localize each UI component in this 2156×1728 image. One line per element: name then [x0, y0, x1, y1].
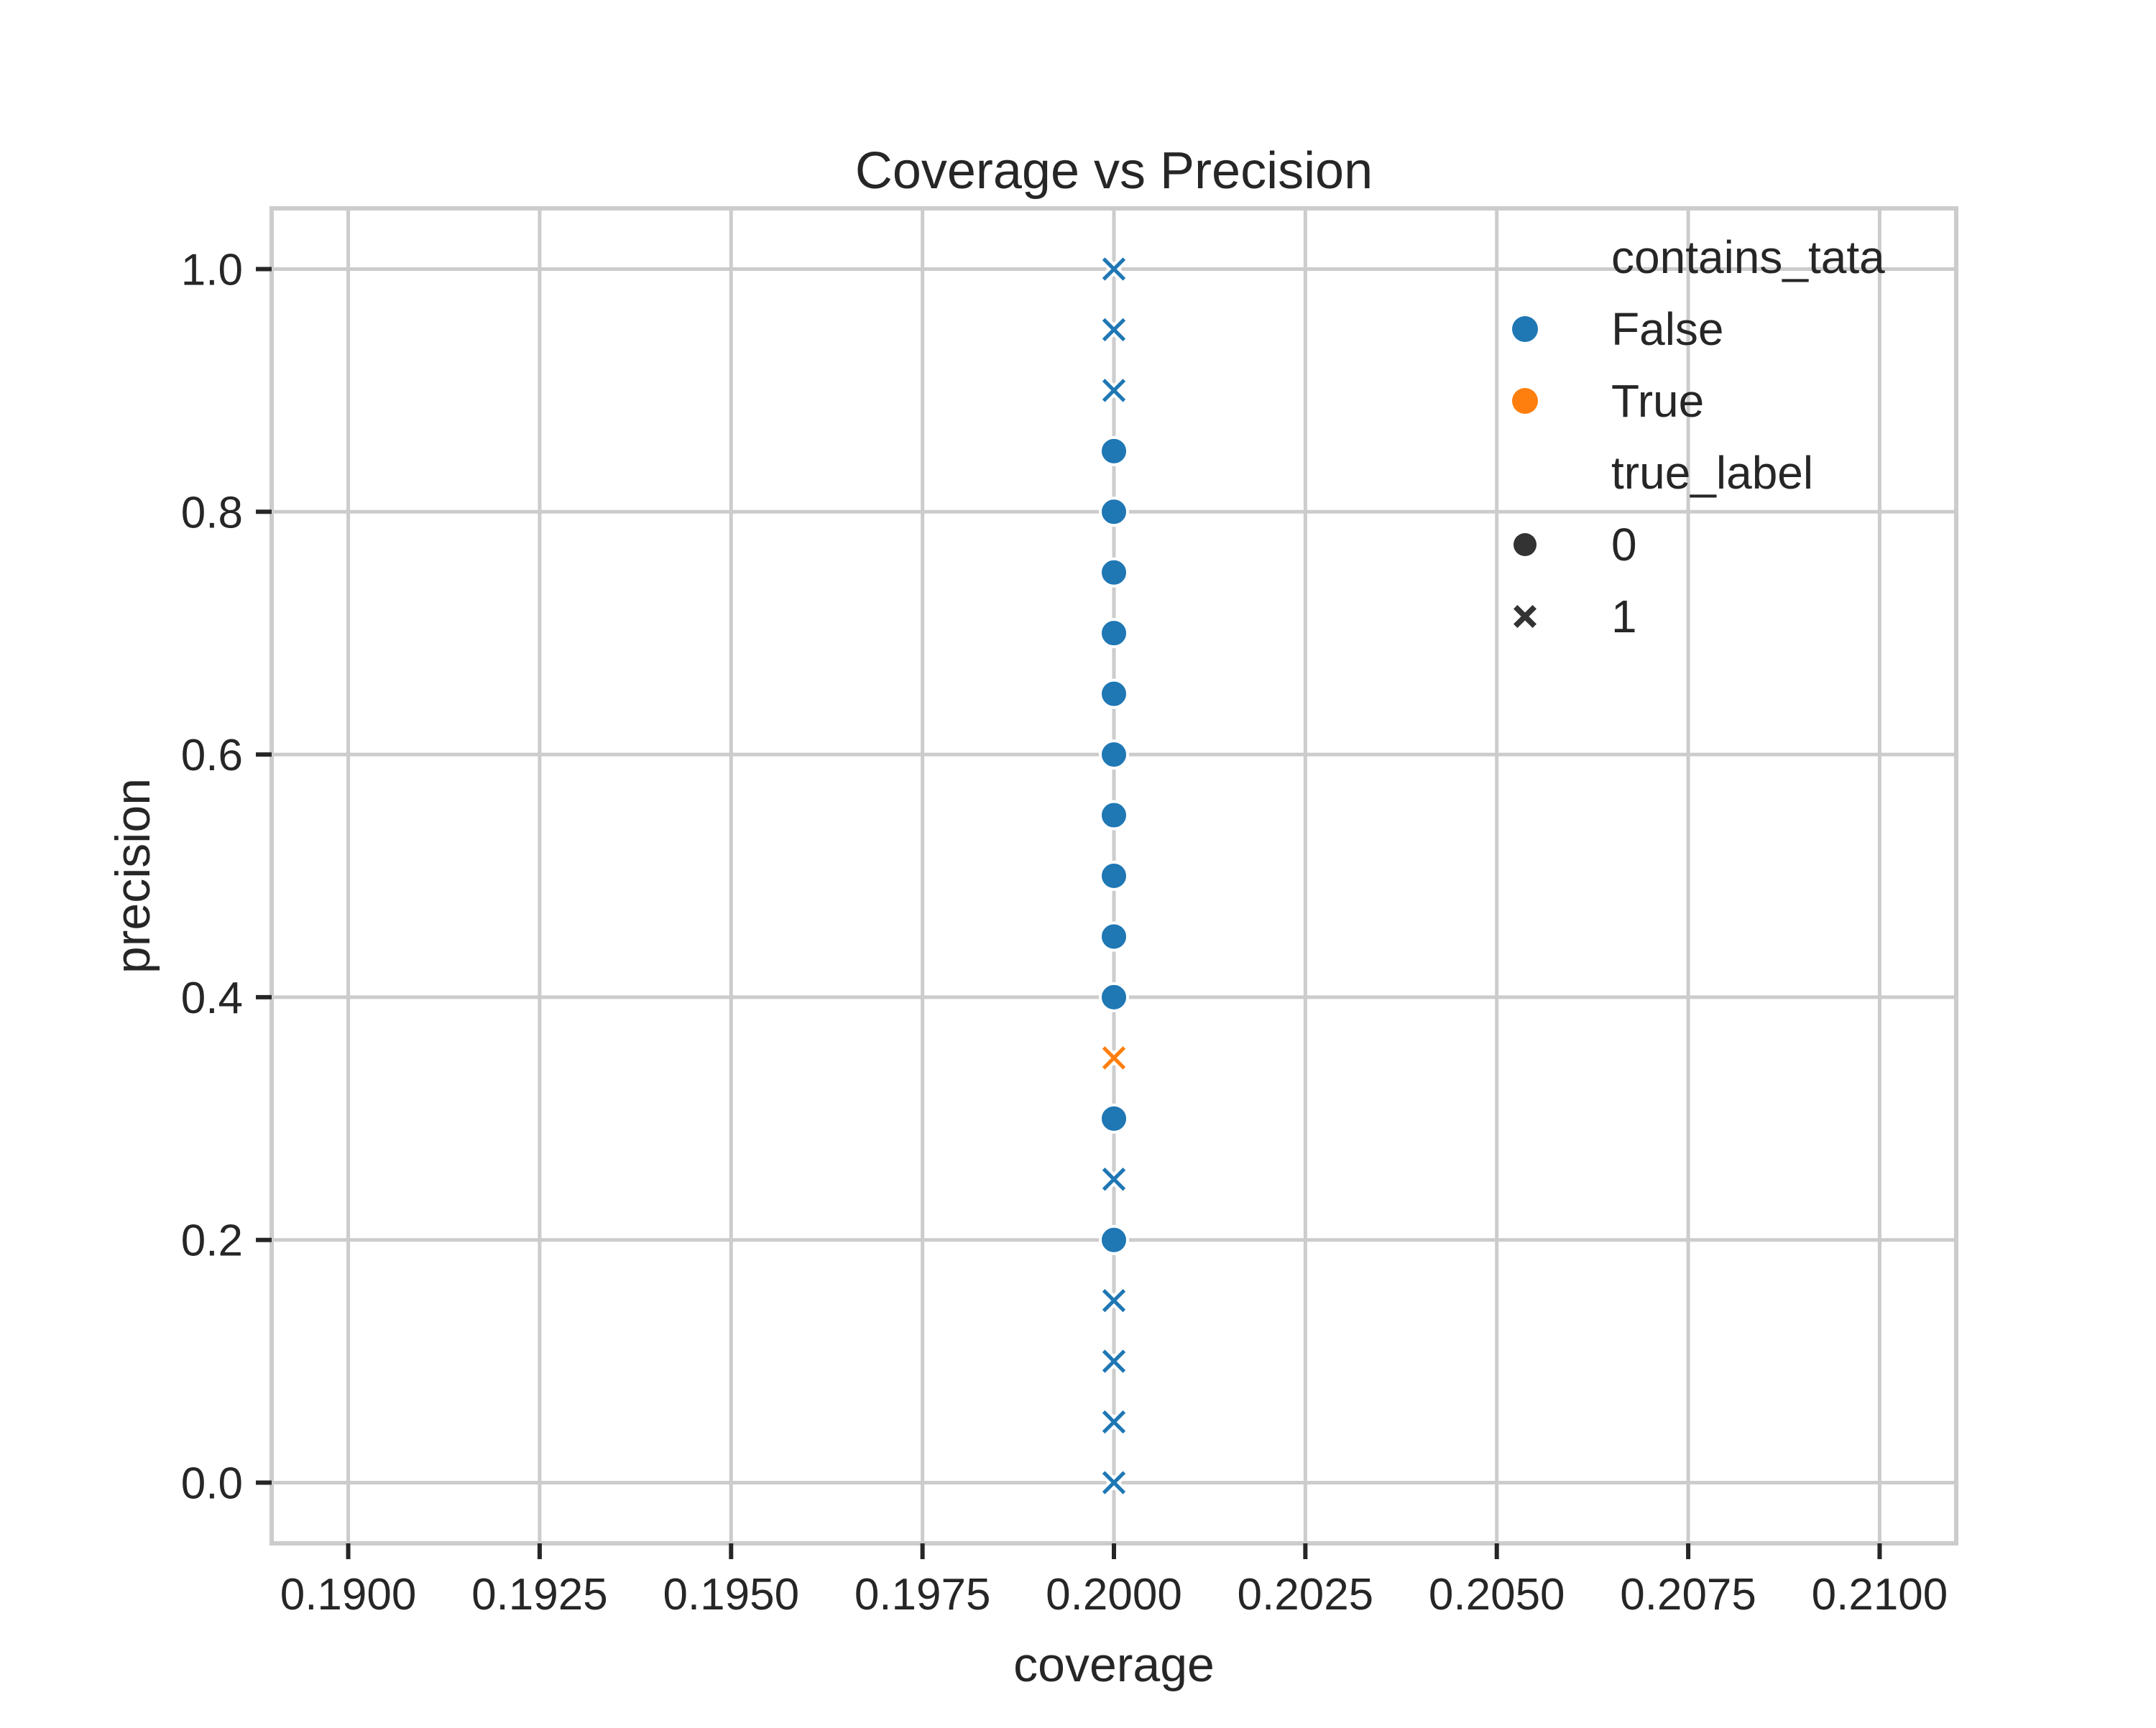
data-point-circle	[1099, 678, 1129, 709]
data-point-circle	[1099, 921, 1129, 952]
axis-ticks: 0.1900 0.1925 0.1950 0.1975 0.2000 0.2025 0.20…	[181, 245, 1948, 1620]
x-tick-label: 0.2000	[1046, 1570, 1182, 1620]
data-point-circle	[1099, 800, 1129, 831]
data-points	[1098, 253, 1130, 1499]
x-tick-label: 0.1975	[854, 1570, 991, 1620]
x-tick-label: 0.2025	[1238, 1570, 1374, 1620]
x-tick-label: 0.2100	[1812, 1570, 1948, 1620]
data-point-x	[1098, 1345, 1130, 1377]
data-point-x	[1098, 1466, 1130, 1499]
x-tick-label: 0.1950	[663, 1570, 799, 1620]
data-point-circle	[1099, 861, 1129, 891]
y-tick-label: 0.0	[181, 1459, 243, 1509]
data-point-circle	[1099, 981, 1129, 1012]
data-point-circle	[1099, 496, 1129, 527]
legend-marker-x	[1514, 605, 1537, 628]
y-tick-label: 1.0	[181, 245, 243, 295]
x-tick-label: 0.2075	[1620, 1570, 1756, 1620]
data-point-circle	[1099, 1103, 1129, 1134]
legend-marker-true	[1512, 388, 1538, 414]
x-tick-label: 0.1900	[280, 1570, 417, 1620]
data-point-circle	[1099, 1224, 1129, 1255]
y-axis-label: precision	[106, 778, 160, 974]
data-point-x	[1098, 1042, 1130, 1074]
data-point-circle	[1099, 557, 1129, 588]
data-point-circle	[1099, 618, 1129, 649]
chart-title: Coverage vs Precision	[855, 142, 1373, 200]
legend-label-1: 1	[1611, 591, 1637, 642]
legend: contains_tata true_label False True 0 1	[1512, 231, 1885, 642]
y-tick-label: 0.6	[181, 731, 243, 780]
data-point-x	[1098, 1406, 1130, 1438]
y-tick-label: 0.4	[181, 974, 243, 1023]
legend-marker-circle	[1514, 533, 1537, 556]
legend-label-false: False	[1611, 303, 1724, 355]
data-point-x	[1098, 314, 1130, 346]
x-axis-label: coverage	[1013, 1637, 1215, 1692]
data-point-x	[1098, 1163, 1130, 1196]
legend-style-title: true_label	[1611, 447, 1813, 499]
legend-label-0: 0	[1611, 519, 1637, 570]
x-tick-label: 0.2050	[1429, 1570, 1565, 1620]
legend-label-true: True	[1611, 375, 1704, 427]
legend-marker-false	[1512, 316, 1538, 342]
data-point-x	[1098, 1285, 1130, 1317]
data-point-x	[1098, 253, 1130, 285]
data-point-circle	[1099, 739, 1129, 770]
data-point-x	[1098, 374, 1130, 407]
y-tick-label: 0.2	[181, 1216, 243, 1266]
y-tick-label: 0.8	[181, 488, 243, 537]
legend-hue-title: contains_tata	[1611, 231, 1885, 283]
x-tick-label: 0.1925	[471, 1570, 608, 1620]
data-point-circle	[1099, 435, 1129, 466]
